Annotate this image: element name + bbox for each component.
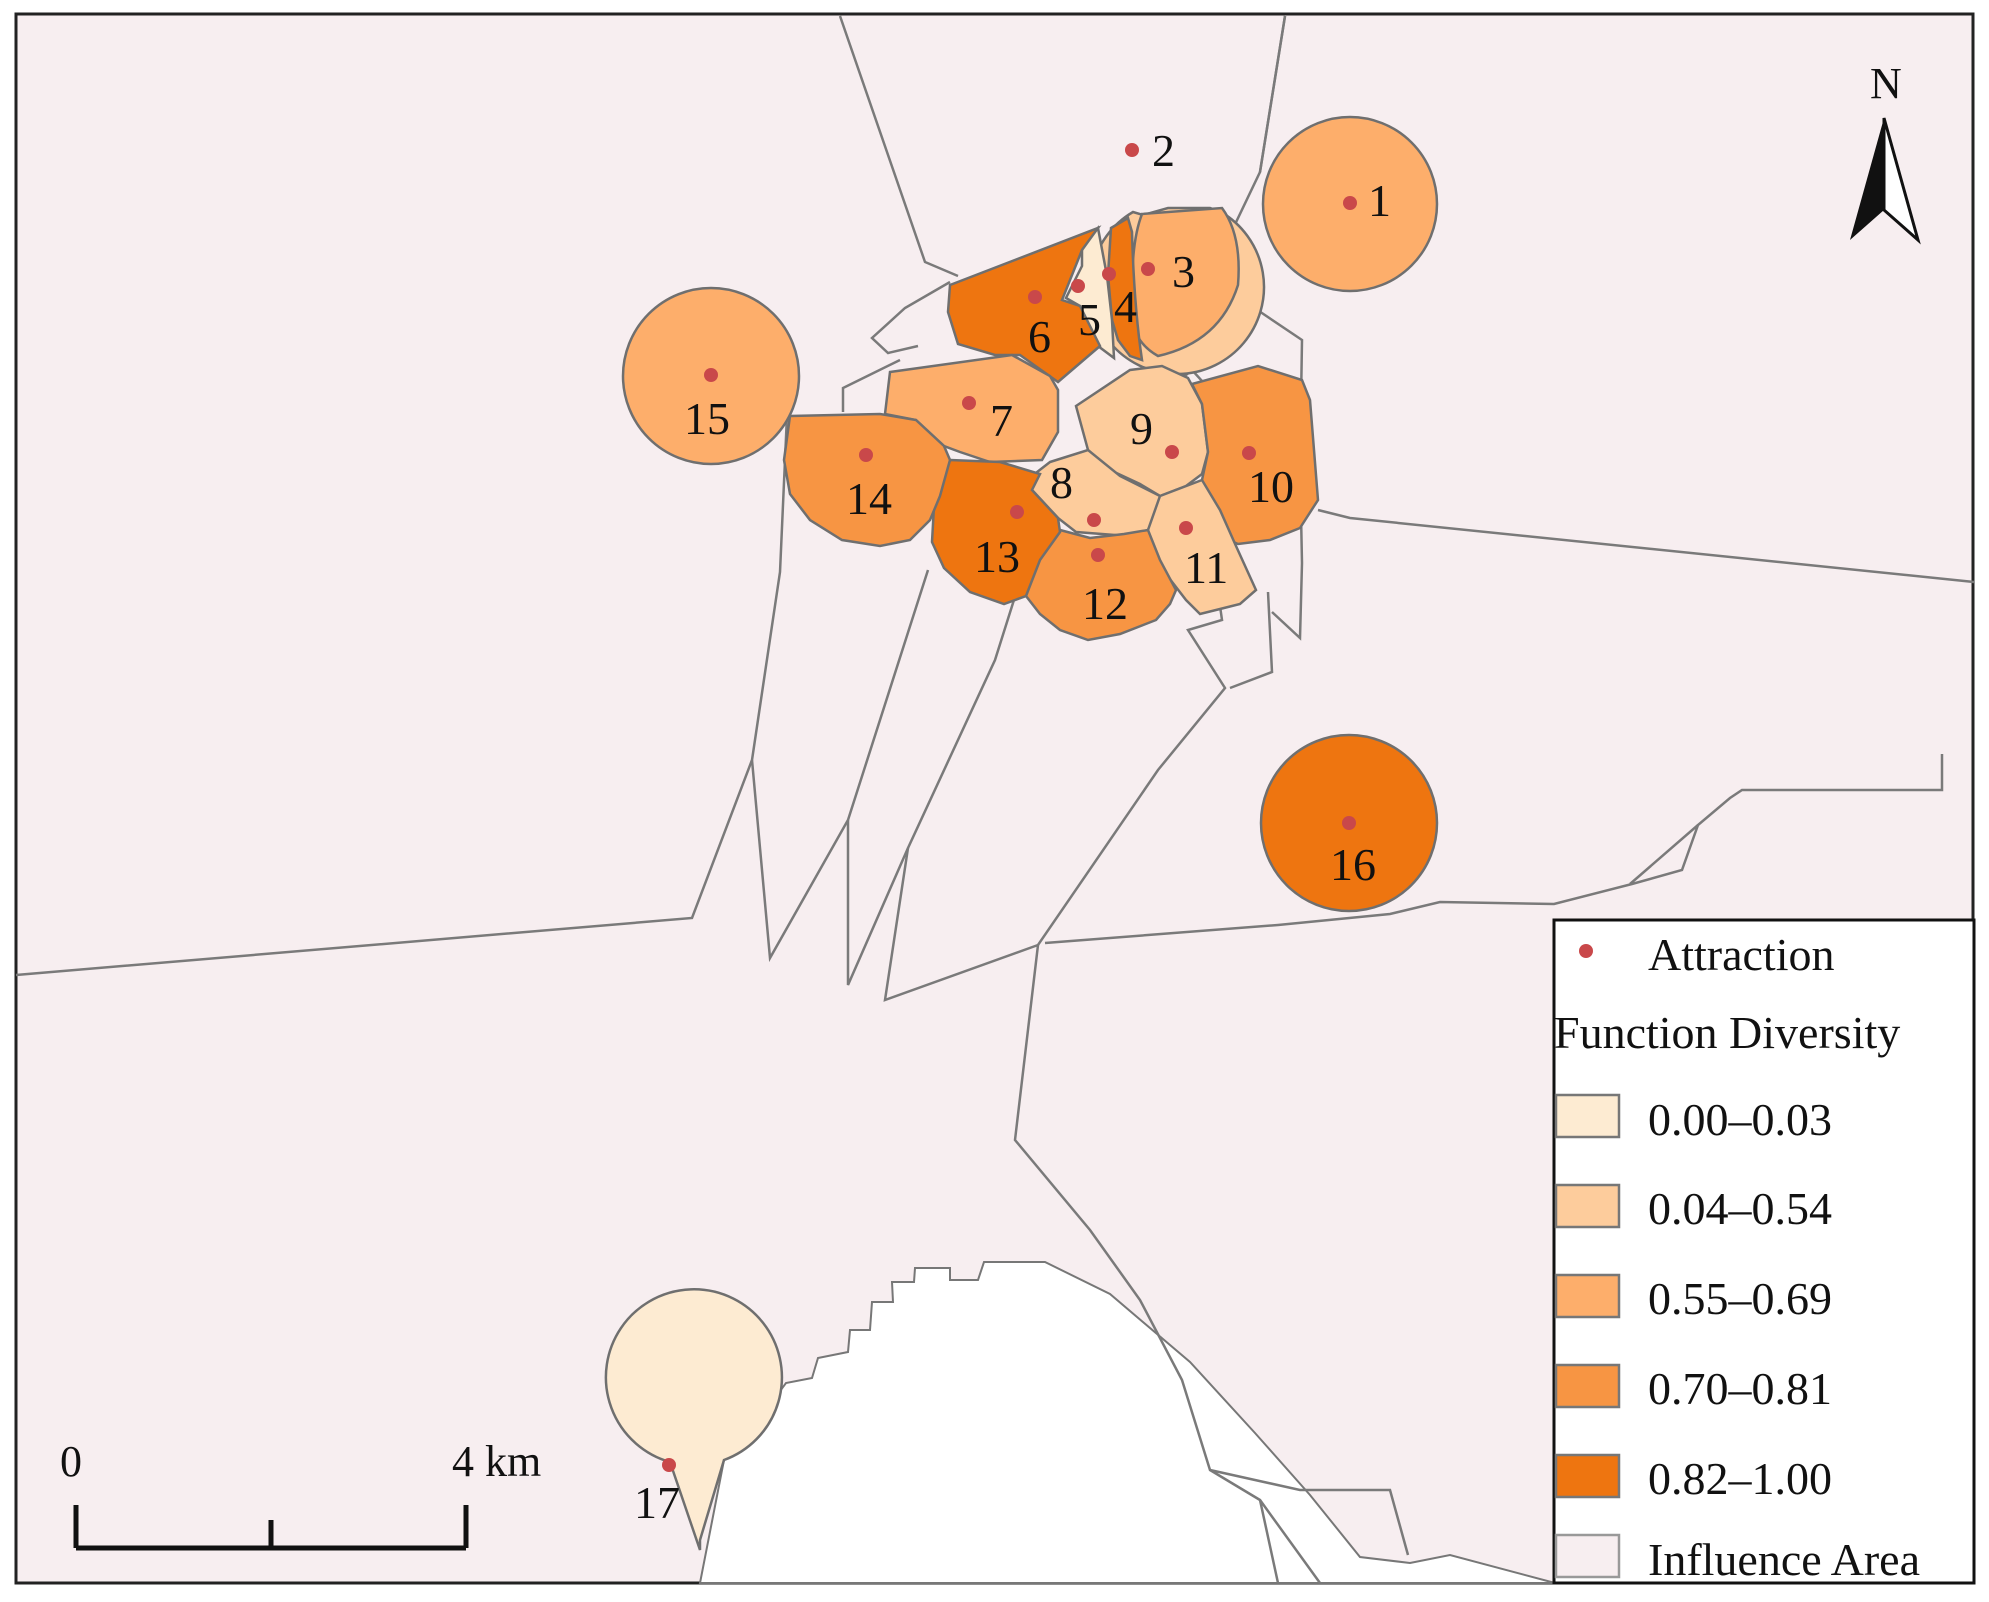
legend-class-label-1: 0.04–0.54 [1648,1183,1832,1234]
attraction-label-14: 14 [846,473,892,524]
attraction-point-9 [1165,445,1179,459]
attraction-label-9: 9 [1130,403,1153,454]
attraction-label-5: 5 [1078,294,1101,345]
attraction-point-16 [1342,816,1356,830]
attraction-point-5 [1071,279,1085,293]
attraction-14-area [782,412,952,548]
influence-boundaries [15,15,1975,1584]
attraction-label-3: 3 [1172,246,1195,297]
attraction-13-area [930,458,1062,606]
legend: Attraction Function Diversity 0.00–0.03 … [1552,918,1976,1585]
attraction-point-11 [1179,521,1193,535]
attraction-point-4 [1102,267,1116,281]
legend-swatch-2 [1554,1273,1621,1319]
legend-class-label-2: 0.55–0.69 [1648,1273,1832,1324]
attraction-point-1 [1343,196,1357,210]
attraction-points [662,143,1357,1472]
outside-area [698,1261,1556,1584]
attraction-label-17: 17 [634,1477,680,1528]
legend-class-label-4: 0.82–1.00 [1648,1453,1832,1504]
attraction-6-area [946,225,1102,384]
scale-end-label: 4 km [452,1437,541,1486]
attraction-point-17 [662,1458,676,1472]
attraction-labels: 1 2 3 4 5 6 7 8 9 10 11 12 13 14 15 16 1… [634,125,1391,1528]
legend-swatch-3 [1554,1363,1621,1409]
legend-class-label-0: 0.00–0.03 [1648,1094,1832,1145]
attraction-4-area [1106,216,1144,362]
legend-attraction-icon [1579,944,1593,958]
legend-class-label-3: 0.70–0.81 [1648,1363,1832,1414]
attraction-label-1: 1 [1368,175,1391,226]
scale-bar [73,1505,469,1551]
attraction-label-6: 6 [1028,311,1051,362]
scale-start-label: 0 [60,1437,82,1486]
attraction-point-8 [1087,513,1101,527]
attraction-point-15 [704,368,718,382]
attraction-point-14 [859,448,873,462]
attraction-point-12 [1091,548,1105,562]
legend-swatch-influence-area [1554,1533,1621,1579]
attraction-label-16: 16 [1330,839,1376,890]
attraction-12-area [1024,528,1178,642]
attraction-label-4: 4 [1114,281,1137,332]
north-arrow-icon [1850,118,1884,240]
diversity-areas [604,115,1439,1551]
attraction-point-10 [1242,446,1256,460]
attraction-point-2 [1125,143,1139,157]
legend-attraction-label: Attraction [1648,929,1835,980]
legend-title: Function Diversity [1554,1007,1900,1058]
legend-swatch-4 [1554,1453,1621,1499]
attraction-point-7 [962,396,976,410]
attraction-label-11: 11 [1184,542,1228,593]
attraction-label-15: 15 [684,393,730,444]
north-label: N [1870,59,1902,108]
attraction-label-7: 7 [990,395,1013,446]
north-arrow: N [1850,59,1921,245]
attraction-point-6 [1028,290,1042,304]
legend-swatch-0 [1554,1093,1621,1139]
attraction-label-10: 10 [1248,461,1294,512]
attraction-label-12: 12 [1082,578,1128,629]
attraction-point-3 [1141,262,1155,276]
attraction-17-area [604,1288,784,1551]
attraction-label-2: 2 [1152,125,1175,176]
legend-swatch-1 [1554,1183,1621,1229]
attraction-label-13: 13 [974,531,1020,582]
attraction-point-13 [1010,505,1024,519]
legend-influence-area-label: Influence Area [1648,1534,1920,1585]
attraction-label-8: 8 [1050,457,1073,508]
